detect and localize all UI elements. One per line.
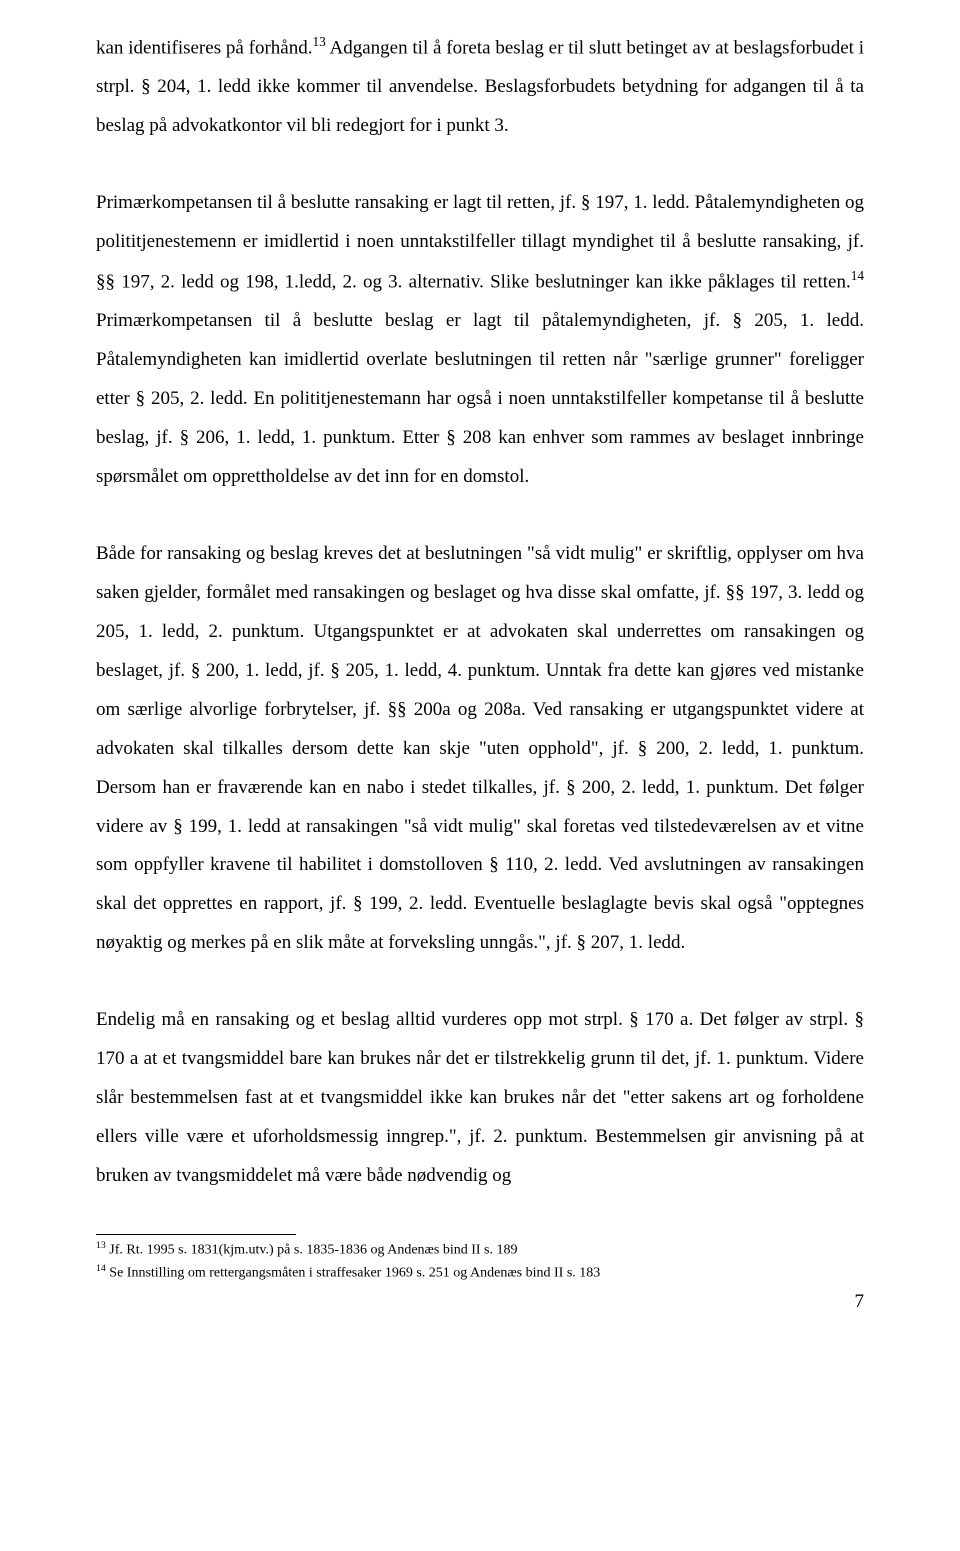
paragraph-4: Endelig må en ransaking og et beslag all… [96, 1001, 864, 1196]
footnotes: 13 Jf. Rt. 1995 s. 1831(kjm.utv.) på s. … [96, 1239, 866, 1284]
paragraph-3: Både for ransaking og beslag kreves det … [96, 535, 864, 963]
paragraph-2: Primærkompetansen til å beslutte ransaki… [96, 184, 864, 497]
footnote-14: 14 Se Innstilling om rettergangsmåten i … [96, 1262, 866, 1283]
footnote-13: 13 Jf. Rt. 1995 s. 1831(kjm.utv.) på s. … [96, 1239, 866, 1260]
page-number: 7 [96, 1291, 864, 1313]
paragraph-1: kan identifiseres på forhånd.13 Adgangen… [96, 28, 864, 146]
